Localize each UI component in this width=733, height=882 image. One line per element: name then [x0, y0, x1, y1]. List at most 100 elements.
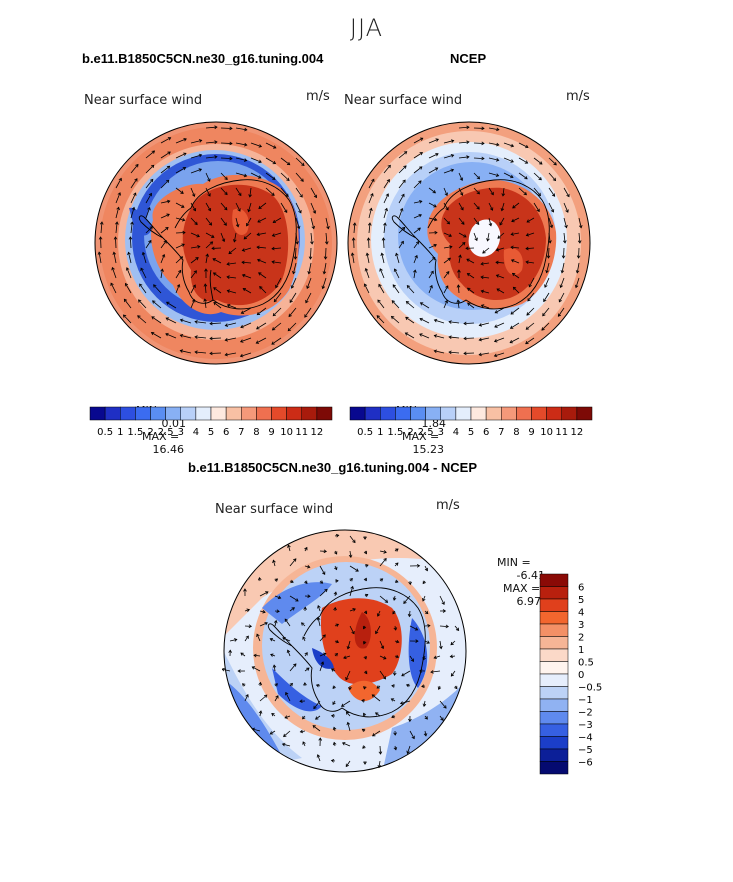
wind-vector — [124, 299, 132, 309]
wind-vector-head — [441, 601, 445, 606]
diff-field-label: Near surface wind — [215, 502, 334, 517]
wind-vector — [240, 322, 252, 328]
wind-vector-head — [415, 639, 419, 643]
wind-vector-head — [207, 193, 211, 197]
wind-vector — [563, 232, 566, 243]
wind-vector — [383, 179, 390, 189]
wind-vector-head — [415, 240, 420, 245]
model-max-label: MAX = — [142, 430, 180, 443]
obs-colorbar-label: 4 — [453, 427, 459, 438]
wind-vector — [518, 157, 528, 164]
wind-vector — [379, 268, 385, 279]
wind-vector-head — [332, 726, 337, 731]
wind-vector — [227, 304, 237, 309]
wind-vector-head — [165, 179, 170, 184]
wind-vector — [319, 634, 326, 642]
wind-vector — [273, 217, 282, 223]
wind-vector-head — [205, 253, 210, 257]
model-colorbar-label: 2.5 — [158, 427, 174, 438]
obs-wind-vectors — [350, 125, 583, 358]
wind-vector-head — [525, 144, 529, 149]
diff-colorbar-label: −2 — [578, 708, 593, 719]
obs-colorbar-label: 6 — [483, 427, 489, 438]
diff-colorbar-swatch — [539, 636, 569, 650]
wind-vector-head — [433, 243, 437, 248]
wind-vector-head — [274, 578, 279, 582]
wind-vector — [525, 337, 535, 344]
wind-vector — [283, 730, 291, 737]
wind-vector — [100, 222, 103, 234]
wind-vector-head — [118, 177, 122, 182]
wind-vector — [242, 247, 252, 251]
wind-vector — [265, 142, 277, 149]
wind-vector-head — [408, 718, 412, 723]
wind-vector — [319, 589, 328, 597]
wind-vector-head — [466, 155, 470, 159]
obs-max-label: MAX = — [402, 430, 440, 443]
wind-vector-head — [203, 283, 208, 287]
obs-colorbar-label: 2.5 — [418, 427, 434, 438]
wind-vector — [317, 617, 321, 627]
wind-vector — [383, 237, 385, 249]
wind-vector — [190, 257, 199, 264]
model-colorbar-label: 4 — [193, 427, 199, 438]
wind-vector-head — [365, 563, 369, 568]
wind-vector-head — [386, 178, 390, 183]
wind-vector-head — [448, 350, 452, 355]
wind-vector — [284, 715, 291, 719]
model-colorbar: 0.5 1 1.5 2 2.5 3 4 5 6 7 8 9 10 11 12 — [89, 406, 333, 438]
wind-vector — [160, 165, 170, 174]
wind-vector-head — [317, 605, 321, 609]
wind-vector-head — [399, 207, 404, 212]
wind-vector — [413, 180, 422, 189]
obs-colorbar-label: 8 — [513, 427, 519, 438]
wind-vector-head — [365, 252, 370, 256]
wind-vector — [458, 232, 467, 238]
wind-vector-head — [355, 568, 359, 572]
wind-vector — [130, 178, 138, 189]
wind-vector — [501, 202, 505, 211]
wind-vector — [346, 711, 351, 717]
wind-vector-head — [558, 299, 562, 303]
wind-vector-head — [445, 624, 449, 629]
wind-vector-head — [345, 763, 349, 768]
wind-vector-head — [390, 698, 395, 702]
wind-vector-head — [450, 139, 455, 143]
wind-vector-head — [392, 610, 396, 615]
wind-vector — [270, 730, 276, 735]
wind-vector-head — [209, 321, 213, 326]
wind-vector-head — [99, 221, 104, 225]
wind-vector-head — [299, 699, 303, 704]
wind-vector-head — [363, 550, 368, 555]
model-colorbar-label: 10 — [280, 427, 293, 438]
wind-vector-head — [166, 165, 171, 169]
wind-vector — [378, 284, 385, 294]
wind-vector-head — [481, 156, 485, 161]
wind-vector — [222, 668, 231, 672]
wind-vector-head — [256, 633, 260, 638]
wind-vector-head — [113, 236, 118, 240]
wind-vector — [265, 187, 275, 196]
wind-vector — [499, 217, 505, 226]
wind-vector-head — [474, 237, 478, 242]
wind-vector-head — [379, 268, 383, 272]
wind-vector-head — [446, 220, 451, 225]
wind-vector — [457, 300, 460, 309]
wind-vector-head — [345, 676, 349, 681]
wind-vector — [533, 202, 540, 212]
wind-vector-head — [306, 667, 310, 671]
wind-vector — [288, 307, 297, 317]
wind-vector — [175, 152, 187, 159]
wind-vector-head — [466, 125, 470, 130]
wind-vector-head — [480, 304, 485, 308]
wind-vector — [240, 337, 252, 343]
wind-vector-head — [271, 260, 275, 264]
wind-vector — [473, 232, 478, 241]
wind-vector-head — [466, 273, 471, 277]
wind-vector-head — [366, 237, 371, 241]
diff-colorbar-label: −3 — [578, 720, 593, 731]
wind-vector-head — [433, 204, 437, 208]
wind-vector-head — [454, 685, 458, 690]
wind-vector-head — [198, 139, 203, 143]
wind-vector-head — [191, 299, 196, 303]
